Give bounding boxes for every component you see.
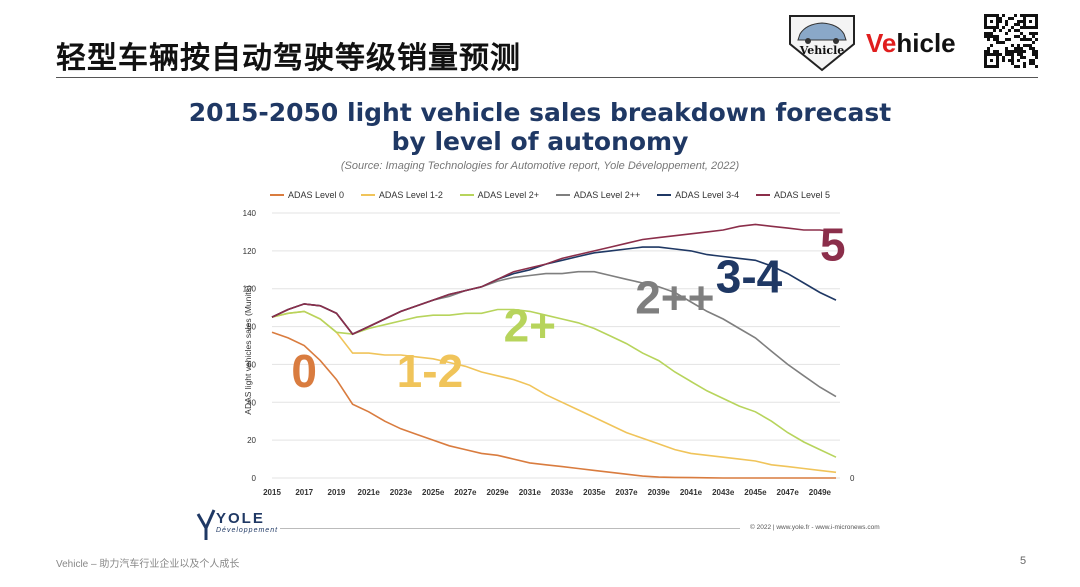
chart-legend: ADAS Level 0 ADAS Level 1-2 ADAS Level 2+ A… xyxy=(270,190,830,200)
x-tick-label: 2017 xyxy=(295,488,313,497)
right-axis-label: 0 xyxy=(850,474,855,483)
series-big-label: 2++ xyxy=(635,271,714,323)
y-tick-label: 140 xyxy=(243,209,257,218)
series-big-label: 3-4 xyxy=(716,251,783,303)
page-number: 5 xyxy=(1020,555,1027,567)
legend-swatch xyxy=(459,194,474,196)
series-big-label: 5 xyxy=(820,218,846,270)
y-tick-label: 120 xyxy=(243,247,257,256)
x-tick-label: 2033e xyxy=(551,488,574,497)
chart-footer-rule xyxy=(280,528,740,529)
x-tick-label: 2037e xyxy=(615,488,638,497)
legend-label: ADAS Level 0 xyxy=(288,190,345,200)
series-big-label: 1-2 xyxy=(397,345,463,397)
series-big-label: 0 xyxy=(291,345,317,397)
legend-item: ADAS Level 0 xyxy=(270,190,344,200)
brand-name: Vehicle xyxy=(866,28,956,58)
chart-subtitle: (Source: Imaging Technologies for Automo… xyxy=(340,160,740,172)
series-big-label: 2+ xyxy=(504,300,556,352)
series-line xyxy=(271,331,836,479)
legend-swatch xyxy=(270,194,284,196)
slide-footer: Vehicle – 助力汽车行业企业以及个人成长 xyxy=(56,559,240,570)
series-line xyxy=(271,310,837,474)
legend-item: ADAS Level 3-4 xyxy=(657,190,739,200)
legend-item: ADAS Level 2+ xyxy=(459,190,539,200)
qr-code-icon xyxy=(984,14,1038,68)
title-divider xyxy=(56,77,1038,78)
series-line xyxy=(271,308,837,458)
y-tick-label: 40 xyxy=(247,398,256,407)
yole-logo-icon xyxy=(196,506,218,546)
x-tick-label: 2029e xyxy=(486,488,509,497)
x-tick-label: 2041e xyxy=(680,488,703,497)
x-tick-label: 2031e xyxy=(519,488,542,497)
legend-item: ADAS Level 2++ xyxy=(555,190,641,200)
yole-subtitle: Développement xyxy=(216,527,279,534)
x-tick-label: 2023e xyxy=(390,488,413,497)
legend-label: ADAS Level 2+ xyxy=(477,190,539,200)
legend-item: ADAS Level 5 xyxy=(755,190,830,200)
y-tick-label: 80 xyxy=(247,323,256,332)
legend-swatch xyxy=(755,194,770,196)
x-tick-label: 2047e xyxy=(777,488,800,497)
series-line xyxy=(271,223,837,336)
y-tick-label: 20 xyxy=(247,436,256,445)
y-tick-label: 0 xyxy=(252,474,257,483)
legend-label: ADAS Level 3-4 xyxy=(675,190,740,200)
x-tick-label: 2049e xyxy=(809,488,832,497)
legend-swatch xyxy=(657,194,672,196)
x-tick-label: 2025e xyxy=(422,488,445,497)
y-tick-label: 60 xyxy=(247,360,256,369)
y-tick-label: 100 xyxy=(243,285,257,294)
logo-text: Vehicle xyxy=(799,44,845,57)
x-tick-label: 2045e xyxy=(744,488,767,497)
x-tick-label: 2015 xyxy=(263,488,281,497)
legend-swatch xyxy=(360,194,375,196)
copyright-text: © 2022 | www.yole.fr - www.i-micronews.c… xyxy=(750,524,880,531)
legend-label: ADAS Level 2++ xyxy=(573,190,641,200)
x-tick-label: 2043e xyxy=(712,488,735,497)
x-tick-label: 2019 xyxy=(328,488,346,497)
chart-title: 2015-2050 light vehicle sales breakdown … xyxy=(188,98,892,156)
vehicle-logo: Vehicle xyxy=(786,14,858,72)
legend-item: ADAS Level 1-2 xyxy=(360,190,443,200)
x-tick-label: 2027e xyxy=(454,488,477,497)
legend-swatch xyxy=(555,194,570,196)
legend-label: ADAS Level 5 xyxy=(773,190,830,200)
yole-name: YOLE xyxy=(216,510,265,527)
x-tick-label: 2035e xyxy=(583,488,606,497)
x-tick-label: 2021e xyxy=(358,488,381,497)
legend-label: ADAS Level 1-2 xyxy=(378,190,443,200)
x-tick-label: 2039e xyxy=(648,488,671,497)
slide-title: 轻型车辆按自动驾驶等级销量预测 xyxy=(56,41,521,76)
